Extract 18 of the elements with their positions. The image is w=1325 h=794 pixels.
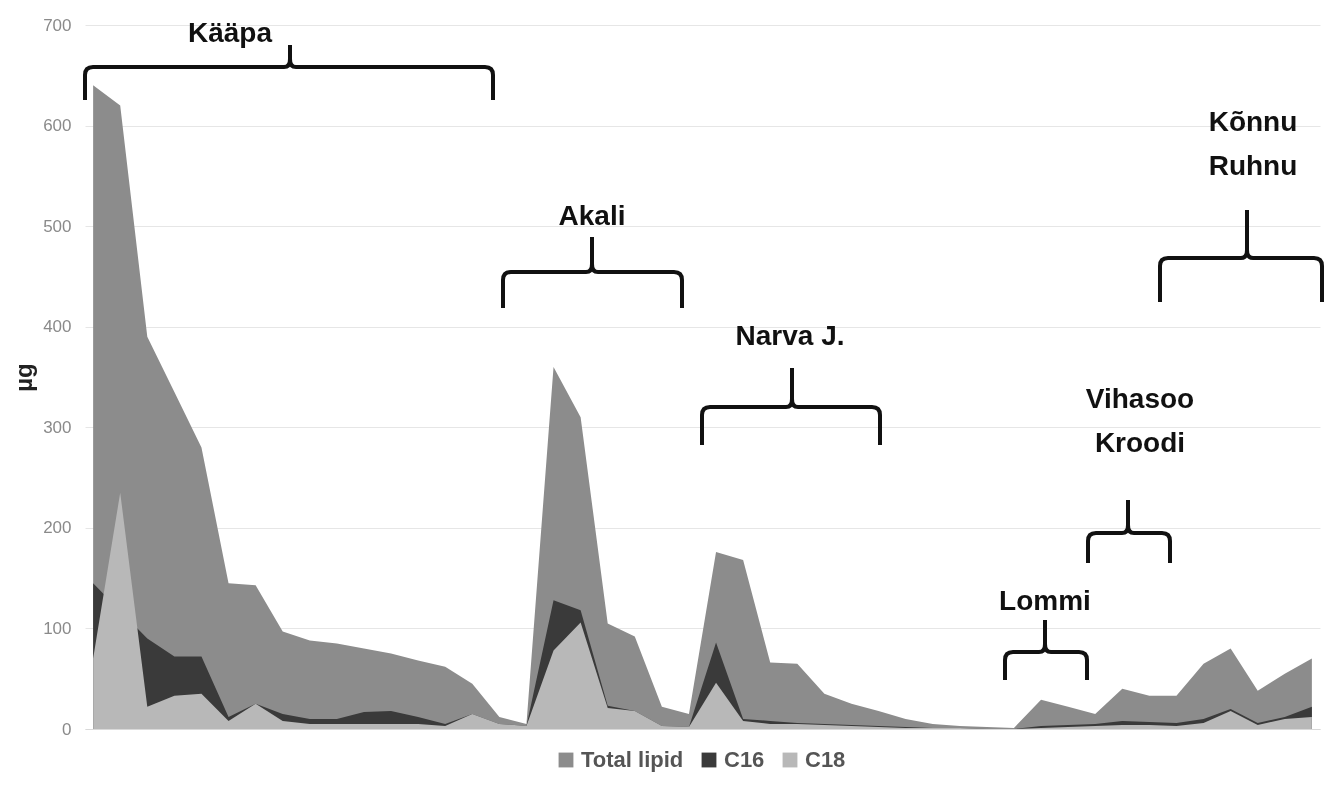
y-tick-label: 300 bbox=[43, 417, 72, 437]
y-tick-label: 100 bbox=[43, 618, 72, 638]
legend-label: C18 bbox=[805, 747, 846, 772]
annotation: Akali bbox=[558, 200, 626, 231]
y-tick-label: 500 bbox=[43, 216, 72, 236]
annotation: Vihasoo Kroodi bbox=[1085, 383, 1195, 458]
legend-label: C16 bbox=[724, 747, 765, 772]
annotation: Kõnnu Ruhnu bbox=[1208, 106, 1298, 181]
legend-label: Total lipid bbox=[581, 747, 684, 772]
y-tick-label: 400 bbox=[43, 317, 72, 337]
y-tick-label: 600 bbox=[43, 116, 72, 136]
y-tick-label: 0 bbox=[62, 719, 72, 739]
y-tick-label: 200 bbox=[43, 518, 72, 538]
annotation: Lommi bbox=[999, 585, 1091, 616]
y-axis-title: µg bbox=[10, 363, 38, 392]
y-tick-label: 700 bbox=[43, 15, 72, 35]
annotation: Narva J. bbox=[735, 320, 845, 351]
annotation: Kääpa bbox=[187, 17, 273, 48]
